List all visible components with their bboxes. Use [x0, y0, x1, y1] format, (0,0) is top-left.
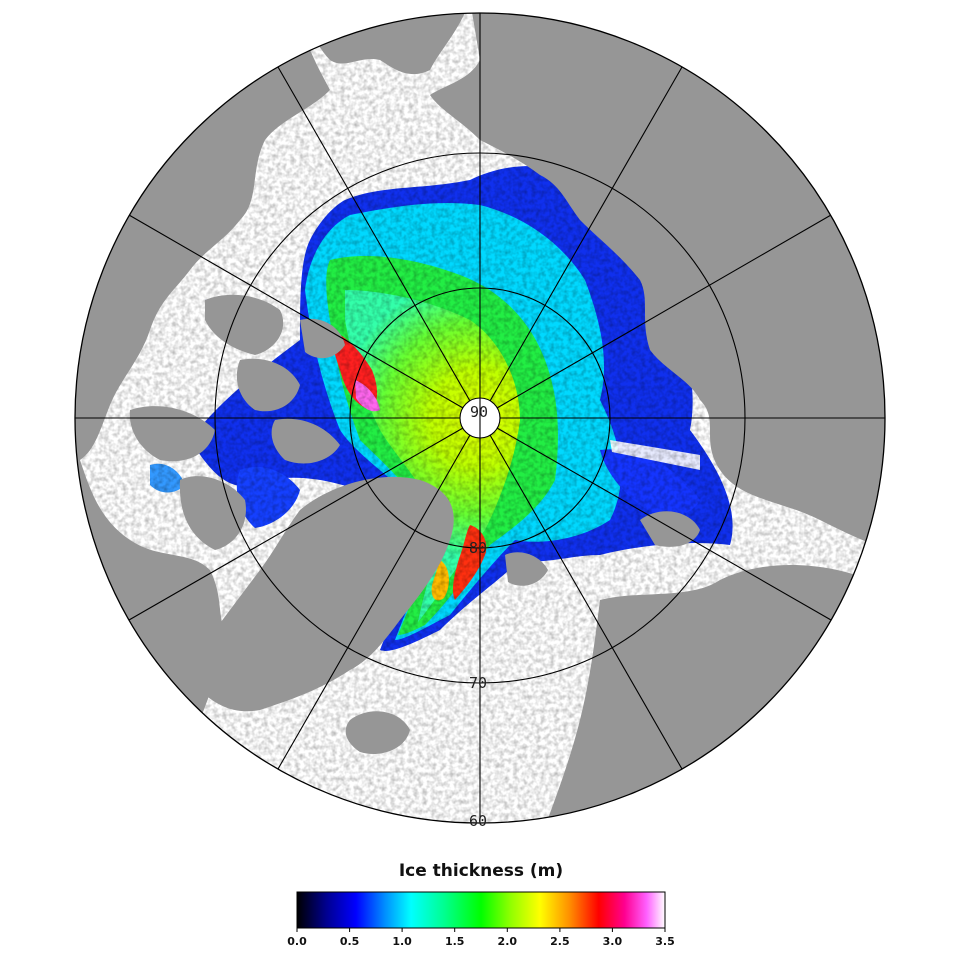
colorbar-tick-0: 0.0 — [287, 935, 307, 948]
graticule — [75, 13, 885, 823]
lat-label-60: 60 — [469, 812, 487, 830]
landmass-labrador — [75, 640, 230, 760]
colorbar-tick-7: 3.5 — [655, 935, 675, 948]
colorbar-tick-6: 3.0 — [603, 935, 623, 948]
meridian-30w — [277, 434, 471, 770]
lat-label-70: 70 — [469, 674, 487, 692]
colorbar-tick-5: 2.5 — [550, 935, 570, 948]
meridian-60w — [128, 427, 464, 621]
colorbar-tick-marks — [296, 928, 666, 932]
meridian-30e — [489, 434, 683, 770]
meridian-60e — [496, 427, 832, 621]
meridian-150e — [489, 66, 683, 402]
colorbar-gradient — [296, 891, 666, 929]
latitude-labels: 90 80 70 60 — [469, 403, 488, 830]
colorbar-title: Ice thickness (m) — [399, 861, 563, 881]
meridian-120w — [128, 214, 464, 409]
landmass-greenland — [195, 476, 454, 712]
colorbar: Ice thickness (m) 0.0 0.5 1.0 1.5 2.0 2.… — [287, 861, 675, 948]
landmass-arctic-islands-5 — [300, 318, 345, 359]
lat-label-80: 80 — [469, 539, 487, 557]
landmass-novaya-zemlya — [640, 511, 700, 547]
colorbar-tick-1: 0.5 — [340, 935, 360, 948]
colorbar-tick-4: 2.0 — [498, 935, 518, 948]
landmass-arctic-islands-2 — [236, 358, 300, 412]
colorbar-tick-3: 1.5 — [445, 935, 465, 948]
map-boundary-circle — [74, 12, 886, 824]
landmass-arctic-islands-1 — [205, 294, 284, 355]
landmass-svalbard — [505, 552, 548, 586]
landmass-arctic-islands-4 — [271, 418, 340, 464]
lat-label-90: 90 — [470, 403, 488, 421]
meridian-120e — [496, 214, 832, 409]
landmass-arctic-islands-3 — [129, 406, 215, 462]
meridian-150w — [277, 66, 471, 402]
landmass-baffin — [179, 476, 246, 550]
colorbar-tick-2: 1.0 — [392, 935, 412, 948]
landmass-iceland — [345, 711, 410, 754]
